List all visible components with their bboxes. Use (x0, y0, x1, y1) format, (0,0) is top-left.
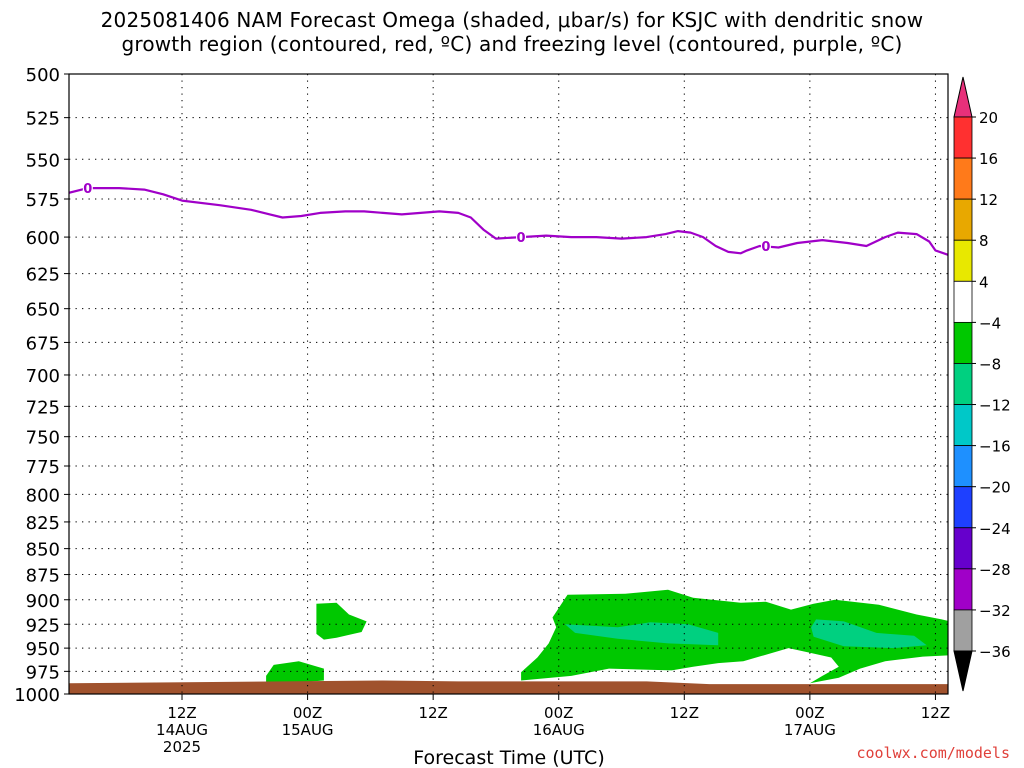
colorbar-label-8: −16 (979, 438, 1011, 456)
freezing-label-bg-0 (82, 180, 93, 196)
x-tick-label-6-1: 14AUG (156, 721, 208, 739)
colorbar-label-13: −36 (979, 643, 1011, 661)
colorbar-label-3: 8 (979, 232, 989, 250)
omega-region-4 (811, 619, 927, 649)
colorbar-segment-1 (953, 157, 973, 200)
colorbar-segment-8 (953, 445, 973, 488)
colorbar-segment-7 (953, 404, 973, 447)
omega-region-3 (565, 622, 719, 646)
freezing-label-bg-2 (760, 237, 771, 253)
colorbar-segment-2 (953, 198, 973, 241)
colorbar-label-12: −32 (979, 602, 1011, 620)
freezing-level-label-0: 0 (83, 182, 92, 197)
y-tick-label-1000: 1000 (14, 685, 60, 706)
y-tick-label-650: 650 (26, 300, 60, 321)
colorbar-label-1: 16 (979, 150, 998, 168)
colorbar-label-2: 12 (979, 191, 998, 209)
colorbar-label-10: −24 (979, 520, 1011, 538)
x-axis-label: Forecast Time (UTC) (413, 747, 604, 768)
colorbar-segment-3 (953, 239, 973, 282)
chart-title: 2025081406 NAM Forecast Omega (shaded, μ… (0, 8, 1024, 56)
y-tick-label-725: 725 (26, 397, 60, 418)
y-tick-label-900: 900 (26, 591, 60, 612)
freezing-level-label-1: 0 (517, 231, 526, 246)
y-tick-label-800: 800 (26, 485, 60, 506)
y-tick-label-525: 525 (26, 109, 60, 130)
x-tick-label-46-0: 12Z (670, 704, 699, 722)
y-tick-label-625: 625 (26, 265, 60, 286)
omega-colorbar: 20 16 12 8 4 −4 −8 −12 −16 −20 −24 −28 −32 −36 (953, 76, 1011, 692)
omega-region-2 (521, 589, 948, 684)
y-tick-label-825: 825 (26, 513, 60, 534)
colorbar-label-0: 20 (979, 109, 998, 127)
title-line-2: growth region (contoured, red, ºC) and f… (121, 32, 903, 56)
colorbar-label-7: −12 (979, 397, 1011, 415)
colorbar-bottom-arrow (953, 650, 973, 692)
x-tick-label-56-1: 17AUG (784, 721, 836, 739)
x-tick-label-56-0: 00Z (795, 704, 824, 722)
x-tick-label-36-0: 00Z (544, 704, 573, 722)
surface-fill (69, 680, 948, 694)
y-tick-label-850: 850 (26, 540, 60, 561)
y-tick-label-950: 950 (26, 639, 60, 660)
freezing-level-line (69, 187, 948, 256)
y-tick-label-675: 675 (26, 333, 60, 354)
y-tick-label-550: 550 (26, 150, 60, 171)
colorbar-top-arrow (953, 76, 973, 118)
grid-lines (69, 74, 948, 694)
x-tick-label-26-0: 12Z (418, 704, 447, 722)
y-tick-label-700: 700 (26, 366, 60, 387)
freezing-label-bg-1 (516, 229, 527, 245)
freezing-level-label-2: 0 (761, 240, 770, 255)
colorbar-segment-12 (953, 609, 973, 652)
colorbar-label-6: −8 (979, 355, 1001, 373)
y-tick-label-750: 750 (26, 428, 60, 449)
title-line-1: 2025081406 NAM Forecast Omega (shaded, μ… (100, 8, 924, 32)
colorbar-segment-6 (953, 363, 973, 405)
colorbar-label-4: 4 (979, 273, 989, 291)
omega-region-1 (266, 661, 324, 685)
colorbar-segment-4 (953, 280, 973, 323)
colorbar-segment-9 (953, 486, 973, 529)
y-tick-label-500: 500 (26, 65, 60, 86)
x-tick-label-16-1: 15AUG (282, 721, 334, 739)
x-tick-label-66-0: 12Z (921, 704, 950, 722)
y-tick-label-925: 925 (26, 615, 60, 636)
y-tick-label-600: 600 (26, 228, 60, 249)
freezing-level-group: 0 0 0 (69, 180, 948, 256)
colorbar-label-9: −20 (979, 479, 1011, 497)
x-tick-label-16-0: 00Z (293, 704, 322, 722)
x-tick-label-6-2: 2025 (163, 738, 201, 756)
plot-frame (68, 73, 949, 695)
y-tick-label-875: 875 (26, 566, 60, 587)
omega-shading (266, 589, 948, 685)
pressure-axis: 500 525 550 575 600 625 650 675 700 725 750 775 800 8… (14, 65, 69, 706)
colorbar-segment-0 (953, 116, 973, 159)
x-tick-label-36-1: 16AUG (533, 721, 585, 739)
colorbar-segment-10 (953, 527, 973, 570)
x-tick-label-6-0: 12Z (167, 704, 196, 722)
credit-text: coolwx.com/models (856, 744, 1010, 762)
omega-region-0 (316, 602, 367, 640)
colorbar-label-5: −4 (979, 314, 1001, 332)
colorbar-segment-11 (953, 568, 973, 611)
y-tick-label-575: 575 (26, 190, 60, 211)
y-tick-label-975: 975 (26, 662, 60, 683)
surface-terrain (69, 680, 948, 694)
y-tick-label-775: 775 (26, 457, 60, 478)
colorbar-label-11: −28 (979, 561, 1011, 579)
colorbar-segment-5 (953, 321, 973, 364)
